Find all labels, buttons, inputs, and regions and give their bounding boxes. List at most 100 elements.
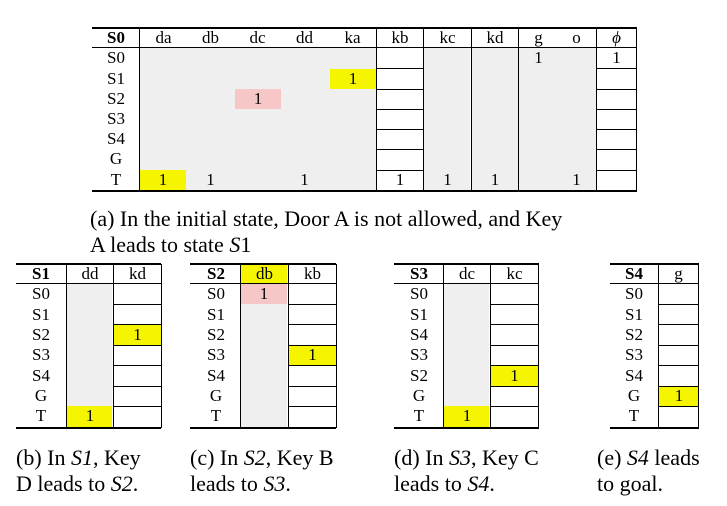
table-a-header-rule (92, 47, 637, 48)
table-a-col-header: db (202, 28, 219, 47)
caption-c-line2-prefix: leads to (190, 471, 264, 496)
caption-c-suffix: , Key B (265, 445, 334, 470)
table-c-value: 1 (259, 284, 269, 303)
table-d-row-label: T (413, 406, 425, 425)
table-c-row-label: S4 (207, 366, 225, 385)
table-c-row-line (288, 324, 336, 325)
caption-c-state: S2 (243, 445, 266, 470)
table-a-row-label: S3 (107, 109, 125, 128)
table-d-row-label: S1 (410, 305, 428, 324)
table-c-row-line (288, 345, 336, 346)
caption-c-line1: (c) In S2, Key B (190, 445, 334, 471)
table-d-row-label: G (412, 386, 426, 405)
table-a-cell-s1-ka (330, 69, 376, 89)
table-c-row-line (288, 365, 336, 366)
table-c-vrule (240, 264, 241, 428)
table-d-bottom-rule (394, 427, 539, 429)
table-a-row-label: S2 (107, 89, 125, 108)
table-a-value: 1 (612, 48, 621, 67)
table-a-col-header: o (572, 28, 581, 47)
table-e-cell-g-g (659, 386, 699, 406)
table-e-vrule (658, 264, 659, 428)
caption-a: (a) In the initial state, Door A is not … (90, 206, 562, 258)
table-a-shade-go (519, 48, 596, 191)
table-a-col-header: kd (486, 28, 504, 47)
table-e-value: 1 (674, 386, 684, 405)
table-b-row-label: S4 (32, 366, 50, 385)
table-a-vrule (376, 28, 377, 191)
table-c-cell-s0-db (241, 284, 287, 304)
table-d-row-line (490, 406, 539, 407)
table-a-kb-row-line (376, 68, 424, 69)
table-c-row-label: T (210, 406, 222, 425)
table-a-kb-row-line (376, 89, 424, 90)
table-a-phi-row-line (596, 129, 637, 130)
caption-a-state-index: 1 (240, 232, 252, 257)
table-a-vrule (596, 28, 597, 191)
table-d-col-header: dc (458, 264, 476, 283)
table-c-bottom-rule (190, 427, 336, 429)
table-a-value: 1 (348, 69, 358, 88)
table-a-col-header: kc (439, 28, 456, 47)
table-a-value: 1 (300, 170, 309, 189)
table-e-row-label: T (628, 406, 640, 425)
table-b-shade-dd (67, 284, 112, 427)
table-c-row-label: S1 (207, 305, 225, 324)
table-a-vrule (518, 28, 519, 191)
table-b-row-label: T (35, 406, 47, 425)
caption-b-line2-state: S2 (110, 471, 133, 496)
table-b-vrule (113, 264, 114, 428)
table-c-row-label: S0 (207, 284, 225, 303)
caption-c-line2-state: S3 (263, 471, 286, 496)
table-a-kb-row-line (376, 149, 424, 150)
table-c-value: 1 (308, 345, 317, 364)
table-d-row-line (490, 304, 539, 305)
caption-d-state: S3 (448, 445, 471, 470)
table-e-row-line (658, 304, 699, 305)
table-e-row-label: S0 (625, 284, 643, 303)
table-c-row-line (288, 304, 336, 305)
table-e-row-line (658, 365, 699, 366)
caption-d-line1: (d) In S3, Key C (394, 445, 539, 471)
table-d-row-line (490, 386, 539, 387)
table-b-row-line (113, 324, 161, 325)
caption-d: (d) In S3, Key C leads to S4. (394, 445, 539, 497)
table-d-corner: S3 (410, 264, 428, 283)
table-a-row-label: S4 (107, 129, 125, 148)
table-c-vrule (288, 264, 289, 428)
caption-e-prefix: (e) (597, 445, 627, 470)
table-d-cell-t-dc (444, 406, 489, 427)
caption-b-line2-prefix: D leads to (16, 471, 111, 496)
caption-d-line2: leads to S4. (394, 471, 539, 497)
table-c-header-rule (190, 283, 336, 284)
table-a-bottom-rule (92, 190, 637, 192)
caption-b-state: S1 (70, 445, 93, 470)
table-d-row-label: S4 (410, 325, 428, 344)
caption-b-suffix: , Key (92, 445, 141, 470)
table-b-cell-s2-kd (114, 325, 161, 345)
table-e-row-label: G (627, 386, 641, 405)
caption-a-line2: A leads to state S1 (90, 232, 562, 258)
caption-e-suffix: leads (648, 445, 700, 470)
table-a-vrule (471, 28, 472, 191)
caption-d-line2-state: S4 (467, 471, 490, 496)
table-b-row-label: G (34, 386, 48, 405)
table-a-col-header: ka (344, 28, 361, 47)
table-c-row-label: S3 (207, 345, 225, 364)
table-b-row-line (113, 386, 161, 387)
table-b-vrule (161, 264, 162, 428)
caption-d-prefix: (d) In (394, 445, 449, 470)
table-d-row-line (490, 365, 539, 366)
caption-e-line1: (e) S4 leads (597, 445, 700, 471)
table-a-phi-row-line (596, 109, 637, 110)
table-d-top-rule (394, 263, 539, 265)
table-d-col-header: kc (506, 264, 523, 283)
table-a-row-label: S1 (107, 69, 125, 88)
table-d-value: 1 (510, 366, 519, 385)
table-b-bottom-rule (16, 427, 161, 429)
table-a-shade-kd (472, 48, 518, 191)
table-a-col-header: kb (391, 28, 409, 47)
caption-a-line2-prefix: A leads to state (90, 232, 230, 257)
table-b-corner: S1 (32, 264, 50, 283)
table-c-header-db (241, 264, 287, 283)
